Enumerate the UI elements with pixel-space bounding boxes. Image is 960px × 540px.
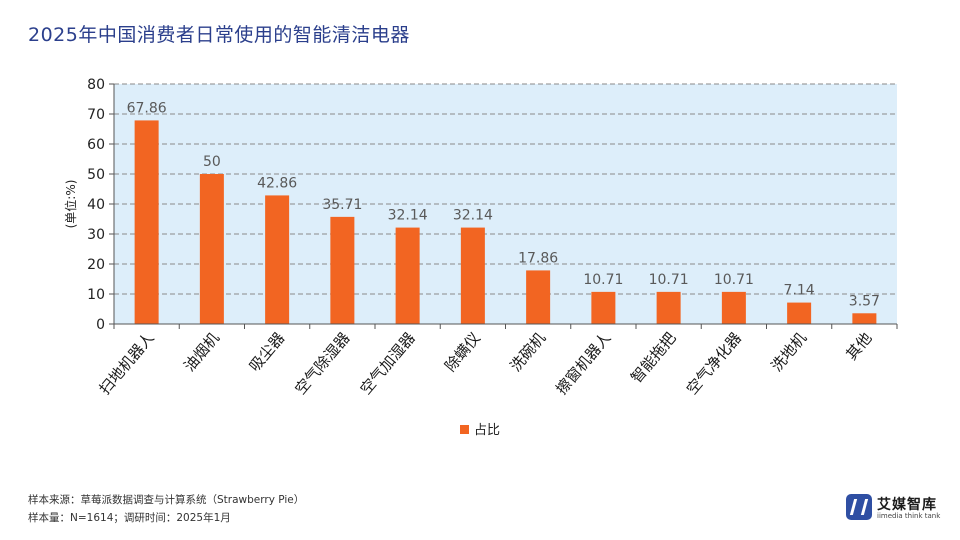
data-label: 32.14 [388,208,428,224]
bar [787,302,812,324]
brand-name: 艾媒智库 [877,497,937,513]
data-label: 32.14 [453,208,493,224]
bars: 67.86 50 42.86 35.71 32.14 32.14 17.86 10.71 10.… [127,100,880,324]
y-tick-label: 50 [87,167,105,183]
x-tick-label: 空气净化器 [683,329,745,398]
x-tick-label: 空气除湿器 [291,329,353,398]
bar [526,270,551,324]
y-axis-label: (单位:%) [63,180,78,229]
x-tick-label: 智能拖把 [627,329,679,387]
brand-logo: 艾媒智库 iimedia think tank [846,494,946,524]
x-tick-label: 其他 [842,329,875,364]
data-label: 42.86 [257,175,297,191]
x-tick-label: 扫地机器人 [96,329,158,398]
y-tick-label: 70 [87,107,105,123]
bar [721,291,746,324]
data-label: 10.71 [714,272,754,288]
bar [134,120,159,324]
bar [265,195,290,324]
bar [330,216,355,324]
data-label: 35.71 [322,197,362,213]
y-tick-label: 0 [96,317,105,333]
data-label: 7.14 [784,283,815,299]
bar [656,291,681,324]
y-tick-label: 80 [87,77,105,93]
legend: 占比 [460,423,500,438]
bar [395,227,420,324]
sample-note: 样本量：N=1614；调研时间：2025年1月 [28,512,231,524]
data-label: 10.71 [649,272,689,288]
bar [591,291,616,324]
x-tick-label: 洗地机 [767,329,810,375]
legend-swatch [460,425,469,434]
x-tick-label: 吸尘器 [245,329,288,375]
data-label: 3.57 [849,293,880,309]
bar [199,174,224,324]
y-tick-label: 20 [87,257,105,273]
brand-tagline: iimedia think tank [877,512,941,520]
x-tick-label: 空气加湿器 [357,329,419,398]
x-tick-label: 除螨仪 [441,329,484,375]
bar [460,227,485,324]
y-tick-label: 10 [87,287,105,303]
x-tick-label: 洗碗机 [506,329,549,375]
x-tick-label: 油烟机 [180,329,223,375]
gridlines [114,83,897,295]
data-label: 50 [203,154,221,170]
logo-icon [846,494,872,520]
y-axis: 0 10 20 30 40 50 60 70 80 [87,77,115,333]
data-label: 10.71 [583,272,623,288]
x-tick-label: 擦窗机器人 [552,329,614,398]
bar [852,313,877,324]
source-note: 样本来源：草莓派数据调查与计算系统（Strawberry Pie） [28,494,305,506]
y-tick-label: 60 [87,137,105,153]
data-label: 17.86 [518,250,558,266]
chart-title: 2025年中国消费者日常使用的智能清洁电器 [28,24,410,46]
bar-chart: 0 10 20 30 40 50 60 70 80 67.86 50 42.86 35.71 32.14… [63,77,898,438]
data-label: 67.86 [127,100,167,116]
y-tick-label: 30 [87,227,105,243]
x-axis: 扫地机器人 油烟机 吸尘器 空气除湿器 空气加湿器 除螨仪 洗碗机 擦窗机器人 智能拖把 空气净化… [96,323,898,398]
y-tick-label: 40 [87,197,105,213]
legend-label: 占比 [474,423,500,438]
